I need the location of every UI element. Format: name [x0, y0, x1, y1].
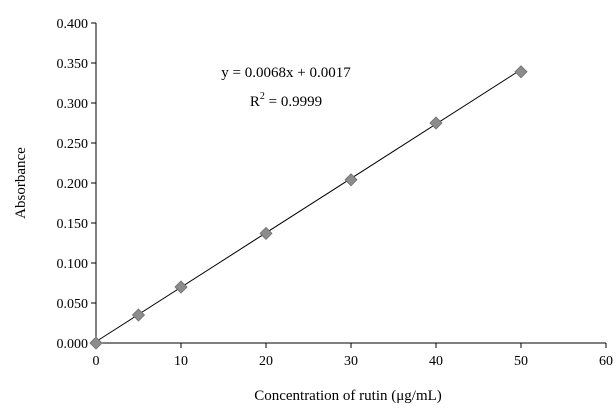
r-squared-value: = 0.9999	[265, 94, 322, 110]
y-tick-label: 0.400	[57, 17, 89, 32]
data-point	[89, 336, 103, 350]
y-tick-label: 0.250	[57, 137, 89, 152]
y-axis-title: Absorbance	[13, 147, 29, 219]
data-point	[344, 173, 358, 187]
x-tick-label: 20	[259, 354, 273, 369]
y-tick-label: 0.000	[57, 337, 89, 352]
y-tick-label: 0.100	[57, 257, 89, 272]
equation-annotation: y = 0.0068x + 0.0017	[221, 65, 351, 81]
r-squared-exponent: 2	[260, 91, 265, 102]
x-tick-label: 10	[174, 354, 188, 369]
data-point	[131, 308, 146, 322]
data-point	[429, 116, 443, 130]
y-tick-label: 0.350	[57, 57, 89, 72]
data-point	[174, 280, 188, 294]
trendline	[95, 69, 522, 343]
x-tick-label: 60	[599, 354, 613, 369]
y-tick-label: 0.050	[57, 297, 89, 312]
y-tick-label: 0.300	[57, 97, 89, 112]
y-axis: 0.000 0.050 0.100 0.150 0.200 0.250 0.300 0.350…	[57, 17, 97, 352]
x-tick-label: 0	[93, 354, 100, 369]
r-squared-letter: R	[250, 94, 260, 110]
y-tick-label: 0.200	[57, 177, 89, 192]
r-squared-annotation: R2 = 0.9999	[250, 91, 322, 110]
data-markers	[89, 65, 528, 350]
y-tick-label: 0.150	[57, 217, 89, 232]
data-point	[259, 226, 273, 240]
x-axis-title: Concentration of rutin (μg/mL)	[254, 388, 442, 404]
x-tick-label: 40	[429, 354, 443, 369]
x-tick-label: 30	[344, 354, 358, 369]
x-axis: 0 10 20 30 40 50 60	[93, 342, 613, 369]
data-point	[514, 65, 528, 79]
x-tick-label: 50	[514, 354, 528, 369]
